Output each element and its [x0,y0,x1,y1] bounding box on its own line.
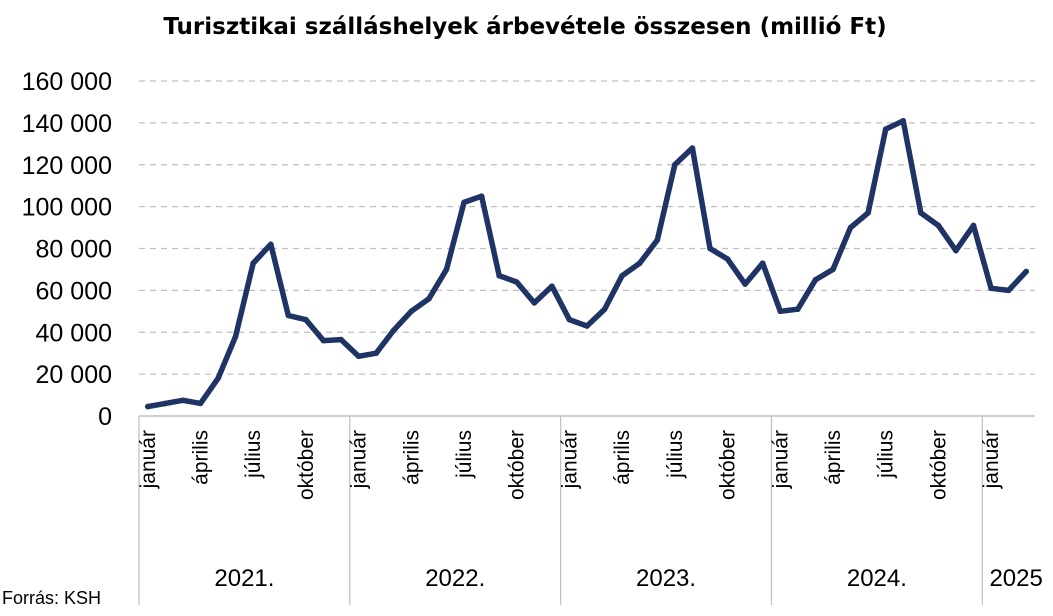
data-point [601,306,608,313]
data-point [918,210,924,216]
y-tick-label: 120 000 [22,152,112,180]
y-tick-label: 60 000 [36,277,112,305]
data-point [707,245,713,252]
data-point [267,241,274,248]
data-point [478,193,485,199]
data-point [759,260,766,266]
data-point [461,199,467,206]
y-tick-label: 140 000 [22,110,112,138]
chart-title: Turisztikai szálláshelyek árbevétele öss… [163,14,886,40]
x-axis [138,415,1035,605]
x-axis-month-labels: január április július október január április j… [137,430,1003,500]
data-point [795,306,801,313]
data-point [496,272,502,279]
year-label: 2024. [847,565,907,592]
data-point [144,403,151,410]
series-layer [144,117,1030,410]
data-point [513,279,520,285]
series-line [145,118,1029,410]
month-label: október [717,430,740,500]
data-point [390,327,397,333]
data-point [672,161,678,168]
data-point [847,224,854,231]
month-label: április [400,430,423,485]
month-label: január [137,430,160,489]
y-tick-label: 20 000 [36,361,112,389]
data-point [654,237,661,243]
data-point [549,283,555,289]
data-point [636,260,643,266]
year-label: 2021. [214,565,274,592]
y-tick-label: 80 000 [36,236,112,264]
data-point [162,400,169,407]
data-point [812,277,819,283]
y-tick-label: 40 000 [36,319,112,347]
data-point [689,145,696,151]
year-label: 2023. [636,565,696,592]
data-point [215,375,221,382]
data-point [742,281,748,287]
month-label: január [769,430,792,489]
year-label: 2022. [425,565,485,592]
data-point [566,316,573,323]
data-point [1005,287,1012,294]
data-point [285,312,292,319]
y-tick-label: 100 000 [22,194,112,222]
month-label: április [189,430,212,485]
y-tick-label: 160 000 [22,68,112,96]
y-tick-label: 0 [98,403,112,431]
month-label: október [927,430,950,500]
month-label: január [348,430,371,489]
data-point [250,260,256,266]
data-point [355,353,362,360]
data-point [373,350,379,356]
data-point [1023,268,1030,275]
data-point [830,266,836,273]
data-point [865,210,871,216]
data-point [443,266,450,273]
data-point [338,336,344,343]
month-label: július [875,430,898,479]
data-point [724,256,731,262]
data-point [900,117,907,124]
month-label: július [242,430,265,479]
data-point [232,333,239,340]
data-point [303,316,309,323]
month-label: április [611,430,634,485]
data-point [988,285,994,292]
y-axis-tick-labels: 0 20 000 40 000 60 000 80 000 100 000 120 000 1… [22,68,112,431]
data-point [408,308,415,315]
data-point [531,300,538,306]
x-axis-year-labels: 2021. 2022. 2023. 2024. 2025 [214,565,1042,592]
data-point [777,308,784,315]
year-label: 2025 [989,565,1042,592]
data-point [197,400,204,407]
month-label: április [822,430,845,485]
month-label: január [980,430,1003,489]
month-label: július [664,430,687,479]
data-point [320,337,327,344]
month-label: október [295,430,318,500]
data-point [953,247,959,254]
source-note: Forrás: KSH [2,588,101,608]
data-point [584,323,590,329]
data-point [882,126,889,132]
month-label: január [558,430,581,489]
data-point [426,295,432,302]
data-point [180,397,186,404]
data-point [619,272,625,279]
data-point [935,222,942,229]
month-label: október [506,430,529,500]
month-label: július [453,430,476,479]
data-point [970,222,977,229]
